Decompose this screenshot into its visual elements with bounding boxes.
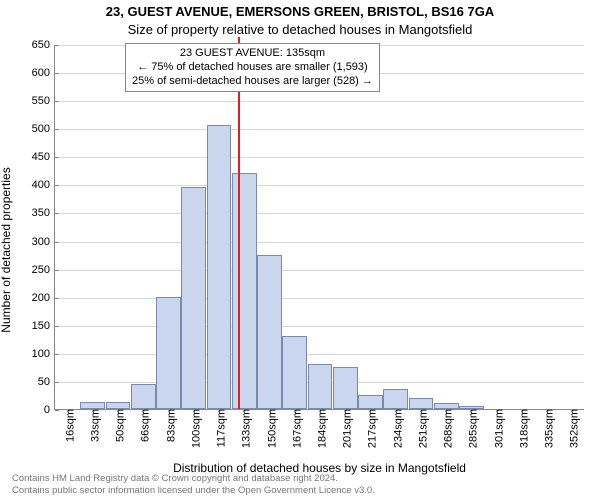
y-tick: 450: [32, 151, 55, 163]
annotation-title: 23 GUEST AVENUE: 135sqm: [132, 47, 373, 61]
x-tick: 352sqm: [564, 409, 581, 448]
gridline: [55, 101, 584, 102]
histogram-bar: [333, 367, 358, 409]
footer-attribution: Contains HM Land Registry data © Crown c…: [12, 473, 375, 496]
footer-line: Contains HM Land Registry data © Crown c…: [12, 473, 375, 484]
gridline: [55, 242, 584, 243]
x-tick: 167sqm: [286, 409, 303, 448]
x-tick: 133sqm: [236, 409, 253, 448]
x-tick: 217sqm: [362, 409, 379, 448]
x-tick: 184sqm: [312, 409, 329, 448]
x-tick: 150sqm: [261, 409, 278, 448]
chart-title-main: 23, GUEST AVENUE, EMERSONS GREEN, BRISTO…: [0, 4, 600, 19]
y-tick: 100: [32, 348, 55, 360]
footer-line: Contains public sector information licen…: [12, 485, 375, 496]
annotation-line: 25% of semi-detached houses are larger (…: [132, 75, 373, 89]
y-tick: 150: [32, 320, 55, 332]
histogram-bar: [131, 384, 156, 409]
histogram-bar: [232, 173, 257, 409]
histogram-bar: [409, 398, 434, 409]
histogram-bar: [80, 402, 105, 409]
x-tick: 268sqm: [438, 409, 455, 448]
annotation-box: 23 GUEST AVENUE: 135sqm← 75% of detached…: [125, 43, 380, 92]
x-tick: 16sqm: [59, 409, 76, 442]
annotation-line: ← 75% of detached houses are smaller (1,…: [132, 61, 373, 75]
histogram-bar: [383, 389, 408, 409]
x-tick: 234sqm: [387, 409, 404, 448]
y-tick: 200: [32, 292, 55, 304]
y-axis-label: Number of detached properties: [0, 85, 13, 250]
gridline: [55, 270, 584, 271]
x-tick: 285sqm: [463, 409, 480, 448]
x-tick: 66sqm: [135, 409, 152, 442]
histogram-bar: [207, 125, 232, 409]
gridline: [55, 185, 584, 186]
histogram-bar: [434, 403, 459, 409]
gridline: [55, 213, 584, 214]
y-tick: 250: [32, 264, 55, 276]
chart-title-sub: Size of property relative to detached ho…: [0, 22, 600, 37]
x-tick: 100sqm: [185, 409, 202, 448]
y-tick: 550: [32, 95, 55, 107]
histogram-bar: [156, 297, 181, 409]
reference-line: [238, 37, 240, 409]
histogram-bar: [308, 364, 333, 409]
x-tick: 251sqm: [412, 409, 429, 448]
x-tick: 117sqm: [211, 409, 228, 447]
y-tick: 0: [44, 404, 55, 416]
histogram-bar: [181, 187, 206, 409]
histogram-bar: [257, 255, 282, 409]
histogram-bar: [459, 406, 484, 409]
x-tick: 33sqm: [84, 409, 101, 442]
gridline: [55, 326, 584, 327]
y-tick: 400: [32, 179, 55, 191]
y-tick: 650: [32, 39, 55, 51]
x-tick: 318sqm: [513, 409, 530, 448]
histogram-bar: [358, 395, 383, 409]
histogram-bar: [106, 402, 131, 409]
y-tick: 350: [32, 207, 55, 219]
gridline: [55, 157, 584, 158]
gridline: [55, 354, 584, 355]
y-tick: 600: [32, 67, 55, 79]
y-tick: 500: [32, 123, 55, 135]
property-size-chart: 23, GUEST AVENUE, EMERSONS GREEN, BRISTO…: [0, 0, 600, 500]
x-tick: 301sqm: [488, 409, 505, 448]
gridline: [55, 129, 584, 130]
x-tick: 201sqm: [337, 409, 354, 448]
y-tick: 300: [32, 236, 55, 248]
y-tick: 50: [38, 376, 55, 388]
x-tick: 50sqm: [110, 409, 127, 442]
histogram-bar: [282, 336, 307, 409]
x-tick: 83sqm: [160, 409, 177, 442]
x-tick: 335sqm: [539, 409, 556, 448]
gridline: [55, 298, 584, 299]
plot-area: Distribution of detached houses by size …: [54, 45, 584, 410]
